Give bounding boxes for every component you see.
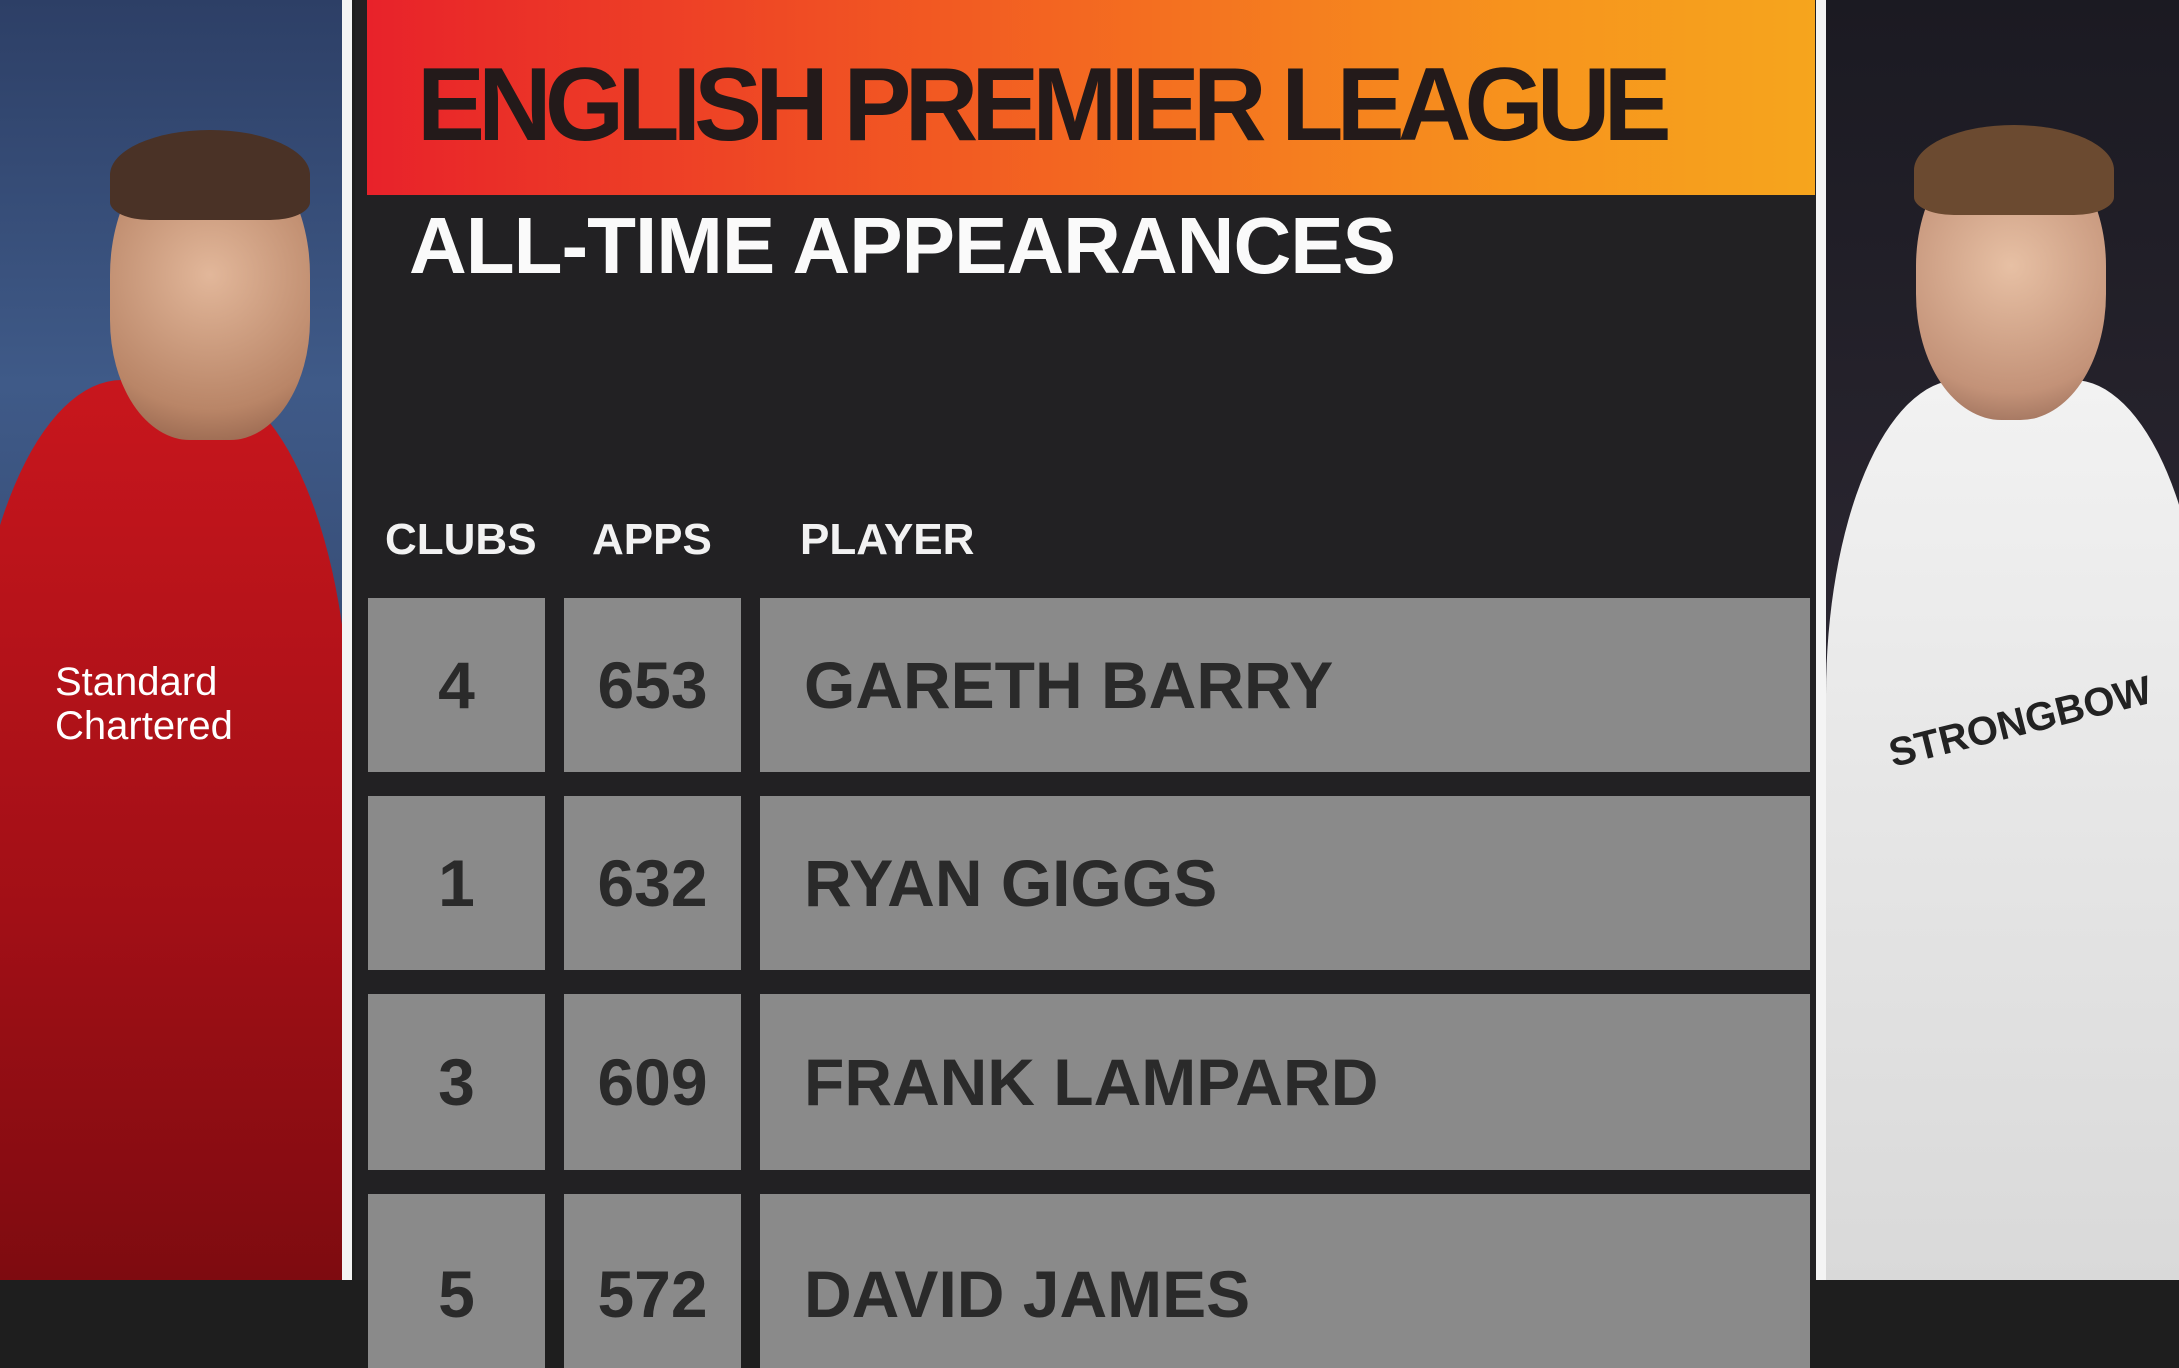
player-photo-right: STRONGBOW bbox=[1826, 0, 2179, 1280]
player-cell: GARETH BARRY bbox=[760, 598, 1810, 772]
player-cell: DAVID JAMES bbox=[760, 1194, 1810, 1368]
player-hair bbox=[1914, 125, 2114, 215]
red-kit bbox=[0, 380, 342, 1280]
column-header-player: PLAYER bbox=[800, 515, 975, 564]
graphic-panel: ENGLISH PREMIER LEAGUE ALL-TIME APPEARAN… bbox=[355, 0, 1825, 1368]
player-cell: RYAN GIGGS bbox=[760, 796, 1810, 970]
shirt-sponsor-logo: Standard Chartered bbox=[55, 660, 233, 748]
clubs-cell: 1 bbox=[368, 796, 545, 970]
white-kit bbox=[1826, 380, 2179, 1280]
clubs-cell: 4 bbox=[368, 598, 545, 772]
column-header-apps: APPS bbox=[592, 515, 712, 564]
apps-cell: 572 bbox=[564, 1194, 741, 1368]
apps-cell: 609 bbox=[564, 994, 741, 1170]
player-cell: FRANK LAMPARD bbox=[760, 994, 1810, 1170]
column-header-clubs: CLUBS bbox=[385, 515, 537, 564]
divider-right bbox=[1816, 0, 1826, 1280]
player-hair bbox=[110, 130, 310, 220]
clubs-cell: 3 bbox=[368, 994, 545, 1170]
page-subtitle: ALL-TIME APPEARANCES bbox=[409, 201, 1396, 290]
page-title: ENGLISH PREMIER LEAGUE bbox=[417, 47, 1672, 163]
clubs-cell: 5 bbox=[368, 1194, 545, 1368]
apps-cell: 632 bbox=[564, 796, 741, 970]
player-photo-left: Standard Chartered bbox=[0, 0, 342, 1280]
divider-left bbox=[342, 0, 352, 1280]
apps-cell: 653 bbox=[564, 598, 741, 772]
title-banner: ENGLISH PREMIER LEAGUE bbox=[367, 0, 1815, 195]
